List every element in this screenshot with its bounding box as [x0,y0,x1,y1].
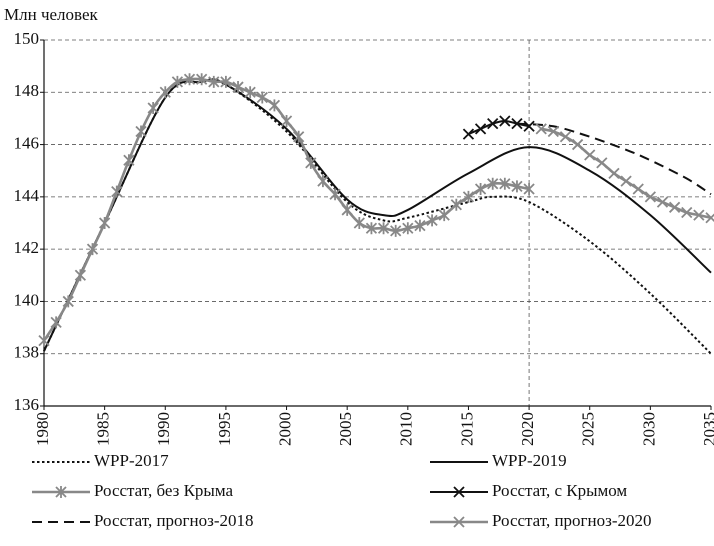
x-tick-label: 2005 [336,412,355,446]
marker [487,177,499,190]
marker [159,86,171,99]
marker [487,118,499,130]
marker [596,157,608,169]
marker [365,222,378,235]
x-tick-label: 1995 [215,412,234,446]
marker [620,175,632,187]
marker [414,219,426,232]
marker [571,138,584,151]
legend-label: Росстат, с Крымом [492,481,627,500]
series-line [516,122,712,196]
y-tick-label: 140 [14,290,40,309]
marker [293,130,305,143]
marker [62,295,74,308]
legend-marker [453,516,465,528]
marker [559,131,572,143]
marker [608,167,620,179]
marker [317,175,329,188]
marker [280,115,293,128]
marker [426,214,438,227]
x-tick-label: 2035 [700,412,714,446]
legend-label: WPP-2017 [94,451,169,470]
marker [208,75,220,88]
marker [450,198,462,211]
y-tick-label: 148 [14,81,40,100]
marker [523,120,535,132]
legend-label: Росстат, прогноз-2020 [492,511,651,530]
series-line [43,78,712,355]
x-tick-label: 2020 [518,412,537,446]
series-line [540,127,712,220]
marker [668,201,681,213]
y-axis-label: Млн человек [4,5,98,24]
x-tick-label: 2015 [457,412,476,446]
marker [644,191,657,203]
marker [98,217,111,229]
marker [232,81,244,94]
marker [305,156,317,169]
marker [268,99,281,112]
legend-label: Росстат, без Крыма [94,481,233,500]
marker [353,217,365,229]
legend-marker [55,486,67,498]
marker [523,183,535,196]
legend-label: Росстат, прогноз-2018 [94,511,253,530]
marker [499,177,511,190]
marker [123,154,135,167]
marker [632,183,644,195]
marker [196,73,208,86]
y-tick-label: 150 [14,29,40,48]
marker [377,222,390,235]
marker [74,269,87,282]
marker [693,209,705,221]
marker [438,209,450,222]
marker [462,190,475,203]
y-tick-label: 144 [14,186,40,205]
x-tick-label: 1980 [33,412,52,446]
x-tick-label: 2000 [275,412,294,446]
marker [183,73,196,86]
marker [474,183,487,196]
legend-marker [453,486,465,498]
marker [244,86,256,99]
marker [705,212,714,224]
marker [38,334,50,347]
marker [462,128,475,140]
x-tick-label: 2030 [639,412,658,446]
marker [499,115,511,127]
legend-label: WPP-2019 [492,451,567,470]
marker [681,206,693,219]
x-tick-label: 2010 [397,412,416,446]
marker [584,149,596,161]
marker [86,243,99,256]
marker [147,101,159,114]
marker [171,75,184,88]
x-tick-label: 1985 [94,412,113,446]
marker [220,75,232,88]
marker [474,123,487,135]
marker [390,224,402,237]
marker [535,123,547,135]
marker [511,180,523,193]
y-tick-label: 146 [14,133,40,152]
series-line [43,78,712,352]
marker [256,91,268,104]
marker [111,185,123,198]
marker [329,188,341,201]
x-tick-label: 1990 [154,412,173,446]
marker [50,316,62,329]
y-tick-label: 142 [14,238,40,257]
marker [547,125,559,138]
marker [402,222,414,235]
x-tick-label: 2025 [579,412,598,446]
marker [135,125,147,138]
y-tick-label: 138 [14,343,40,362]
marker [341,203,353,216]
y-tick-label: 136 [14,395,40,414]
marker [656,196,669,208]
